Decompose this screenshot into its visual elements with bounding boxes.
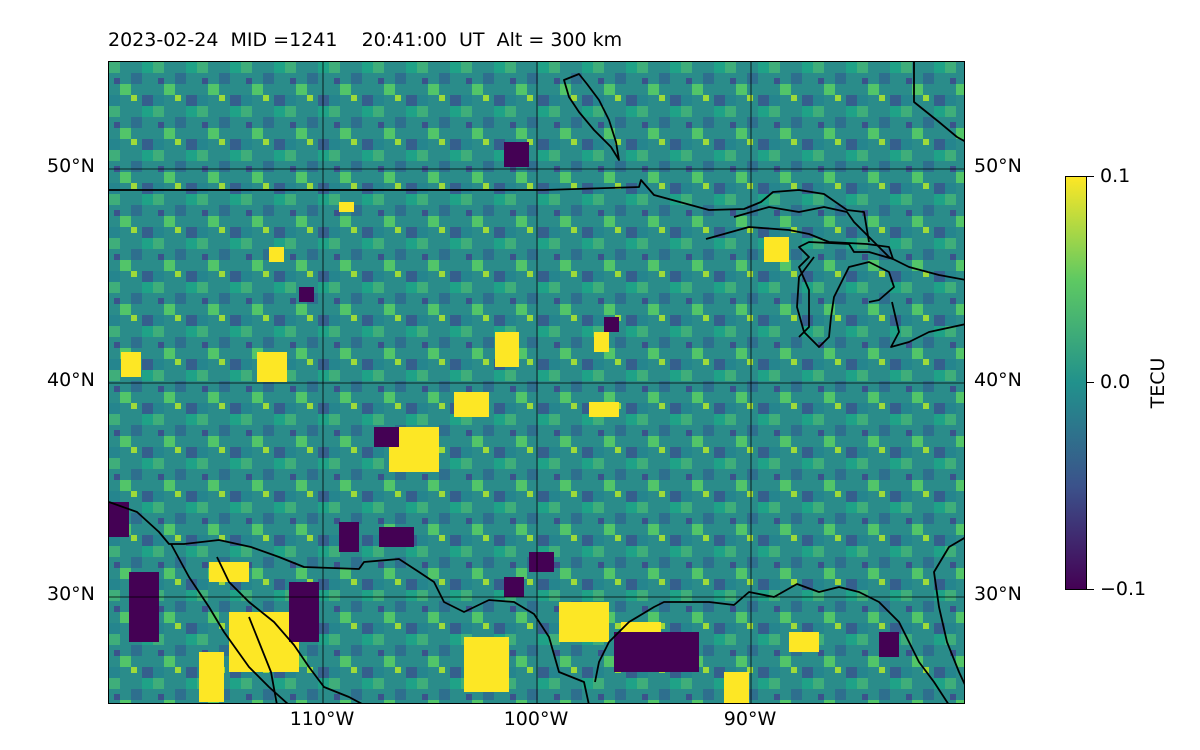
colorbar bbox=[1065, 176, 1087, 590]
colorbar-tick-bottom bbox=[1087, 589, 1094, 591]
gridlines bbox=[109, 62, 964, 703]
lat-label-40n-right: 40°N bbox=[974, 369, 1022, 391]
lon-label-110w: 110°W bbox=[289, 708, 355, 730]
yellow-anomalies bbox=[121, 202, 819, 703]
lat-label-50n-right: 50°N bbox=[974, 155, 1022, 177]
lat-label-40n-left: 40°N bbox=[47, 369, 95, 391]
map-title: 2023-02-24 MID =1241 20:41:00 UT Alt = 3… bbox=[108, 29, 623, 51]
purple-anomalies bbox=[109, 142, 899, 672]
lat-label-30n-left: 30°N bbox=[47, 583, 95, 605]
lat-label-30n-right: 30°N bbox=[974, 583, 1022, 605]
tec-map bbox=[108, 61, 965, 704]
coastlines bbox=[109, 62, 964, 703]
colorbar-unit: TECU bbox=[1147, 357, 1169, 409]
lon-label-90w: 90°W bbox=[723, 708, 777, 730]
colorbar-label-zero: 0.0 bbox=[1100, 371, 1131, 393]
colorbar-tick-mid bbox=[1087, 382, 1094, 384]
colorbar-label-max: 0.1 bbox=[1100, 165, 1131, 187]
lon-label-100w: 100°W bbox=[503, 708, 569, 730]
colorbar-label-min: −0.1 bbox=[1100, 578, 1147, 600]
colorbar-tick-top bbox=[1087, 176, 1094, 178]
lat-label-50n-left: 50°N bbox=[47, 155, 95, 177]
map-canvas bbox=[109, 62, 964, 703]
